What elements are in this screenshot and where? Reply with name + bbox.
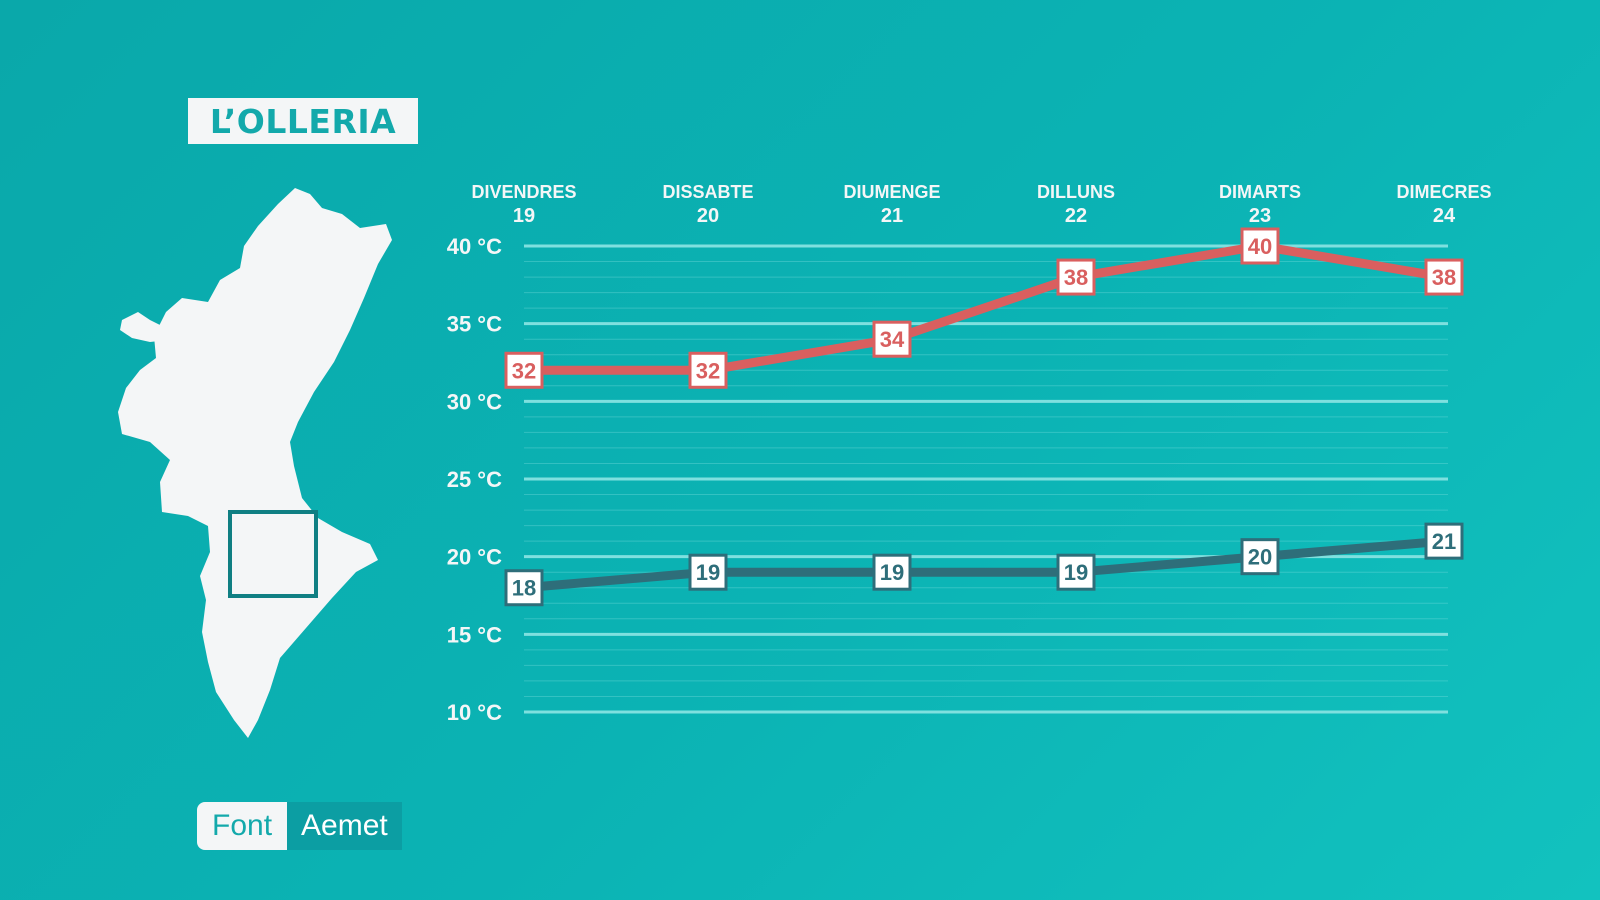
data-point-box xyxy=(872,553,912,591)
x-tick-date: 24 xyxy=(1433,205,1456,227)
data-label: 18 xyxy=(512,576,536,601)
data-point-box xyxy=(1424,522,1464,560)
data-point-box xyxy=(1240,538,1280,576)
region-silhouette xyxy=(118,188,392,738)
data-point-box xyxy=(504,351,544,389)
data-label: 20 xyxy=(1248,545,1272,570)
location-box xyxy=(228,510,318,598)
x-tick-date: 19 xyxy=(513,205,535,227)
major-gridlines xyxy=(524,244,1448,714)
x-tick-day: DIVENDRES xyxy=(471,182,576,202)
data-point-box xyxy=(1056,553,1096,591)
x-tick-day: DISSABTE xyxy=(662,182,753,202)
y-tick-label: 40 °C xyxy=(447,234,502,259)
x-tick-date: 23 xyxy=(1249,205,1271,227)
data-point-box xyxy=(872,320,912,358)
data-label: 21 xyxy=(1432,529,1456,554)
y-tick-label: 20 °C xyxy=(447,545,502,570)
data-label: 38 xyxy=(1432,265,1456,290)
y-tick-label: 30 °C xyxy=(447,389,502,414)
series-line-max xyxy=(519,241,1449,375)
x-tick-date: 22 xyxy=(1065,205,1087,227)
data-point-box xyxy=(1424,258,1464,296)
x-tick-date: 21 xyxy=(881,205,903,227)
x-tick-day: DIUMENGE xyxy=(843,182,940,202)
data-label: 34 xyxy=(880,327,905,352)
series-lines xyxy=(519,241,1449,593)
x-tick-day: DILLUNS xyxy=(1037,182,1115,202)
data-labels: 32 32 34 38 40 38 18 19 19 19 20 21 xyxy=(504,227,1464,607)
series-line-min xyxy=(519,536,1449,593)
valencian-community-map xyxy=(118,188,392,738)
data-label: 19 xyxy=(1064,560,1088,585)
data-point-box xyxy=(504,569,544,607)
y-axis-ticks: 40 °C 35 °C 30 °C 25 °C 20 °C 15 °C 10 °C xyxy=(447,234,502,725)
enclave-outline xyxy=(120,312,172,342)
data-point-box xyxy=(1056,258,1096,296)
data-label: 19 xyxy=(696,560,720,585)
source-value: Aemet xyxy=(287,802,402,850)
x-axis-ticks: DIVENDRES 19 DISSABTE 20 DIUMENGE 21 DILLUNS 22… xyxy=(471,182,1491,227)
source-badge: Font Aemet xyxy=(197,802,402,850)
x-tick-day: DIMARTS xyxy=(1219,182,1301,202)
y-tick-label: 15 °C xyxy=(447,622,502,647)
x-tick-date: 20 xyxy=(697,205,719,227)
minor-gridlines xyxy=(524,261,1448,697)
y-tick-label: 10 °C xyxy=(447,700,502,725)
data-label: 32 xyxy=(696,358,720,383)
data-point-box xyxy=(688,351,728,389)
source-label: Font xyxy=(197,802,288,850)
data-point-box xyxy=(1240,227,1280,265)
x-tick-day: DIMECRES xyxy=(1396,182,1491,202)
data-label: 19 xyxy=(880,560,904,585)
data-point-box xyxy=(688,553,728,591)
data-label: 40 xyxy=(1248,234,1272,259)
data-label: 38 xyxy=(1064,265,1088,290)
town-title: L’OLLERIA xyxy=(188,98,418,144)
data-label: 32 xyxy=(512,358,536,383)
y-tick-label: 25 °C xyxy=(447,467,502,492)
y-tick-label: 35 °C xyxy=(447,312,502,337)
